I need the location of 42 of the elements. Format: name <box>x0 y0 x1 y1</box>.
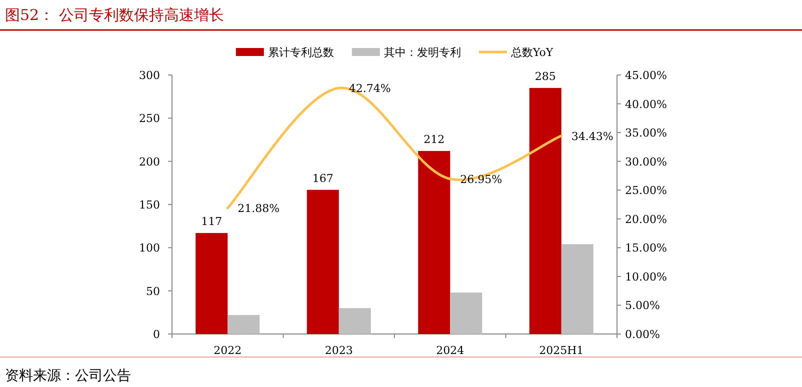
y-tick-label: 200 <box>139 155 160 168</box>
y2-tick-label: 20.00% <box>625 212 667 226</box>
x-tick-label: 2022 <box>214 344 242 357</box>
y2-tick-label: 40.00% <box>625 98 667 111</box>
bar <box>306 190 339 334</box>
data-label: 285 <box>534 70 556 83</box>
y2-tick-label: 5.00% <box>625 299 660 312</box>
text: 资料来源：公司公告 <box>5 368 131 384</box>
y2-tick-label: 10.00% <box>625 270 667 284</box>
y-tick-label: 300 <box>139 69 160 82</box>
data-label: 167 <box>312 172 334 185</box>
y-tick-label: 250 <box>139 112 160 126</box>
y2-tick-label: 25.00% <box>625 184 667 198</box>
data-label: 42.74% <box>348 82 391 96</box>
y2-tick-label: 0.00% <box>625 328 660 341</box>
y-tick-label: 150 <box>139 198 160 212</box>
y2-tick-label: 45.00% <box>625 69 667 82</box>
bar <box>561 244 594 334</box>
bar <box>228 315 260 334</box>
chart-title: 图52： 公司专利数保持高速增长 <box>5 6 224 24</box>
legend-label: 累计专利总数 <box>268 46 334 59</box>
bar <box>450 292 482 334</box>
y-tick-label: 50 <box>146 284 160 298</box>
legend-label: 其中：发明专利 <box>384 46 461 59</box>
bar <box>529 88 562 334</box>
data-label: 117 <box>201 214 222 228</box>
y2-tick-label: 30.00% <box>625 155 667 168</box>
y-tick-label: 0 <box>153 328 160 341</box>
legend-label: 总数YoY <box>510 46 554 59</box>
data-label: 21.88% <box>238 202 280 216</box>
x-tick-label: 2024 <box>436 344 464 357</box>
bar <box>196 232 228 334</box>
y2-tick-label: 15.00% <box>625 242 667 255</box>
bar <box>338 308 371 334</box>
data-label: 26.95% <box>460 172 502 186</box>
y-tick-label: 100 <box>139 242 160 255</box>
data-label: 212 <box>424 132 445 146</box>
y2-tick-label: 35.00% <box>625 126 667 140</box>
x-tick-label: 2023 <box>324 344 353 357</box>
x-tick-label: 2025H1 <box>539 344 584 357</box>
data-label: 34.43% <box>571 130 614 143</box>
bar <box>418 150 450 334</box>
